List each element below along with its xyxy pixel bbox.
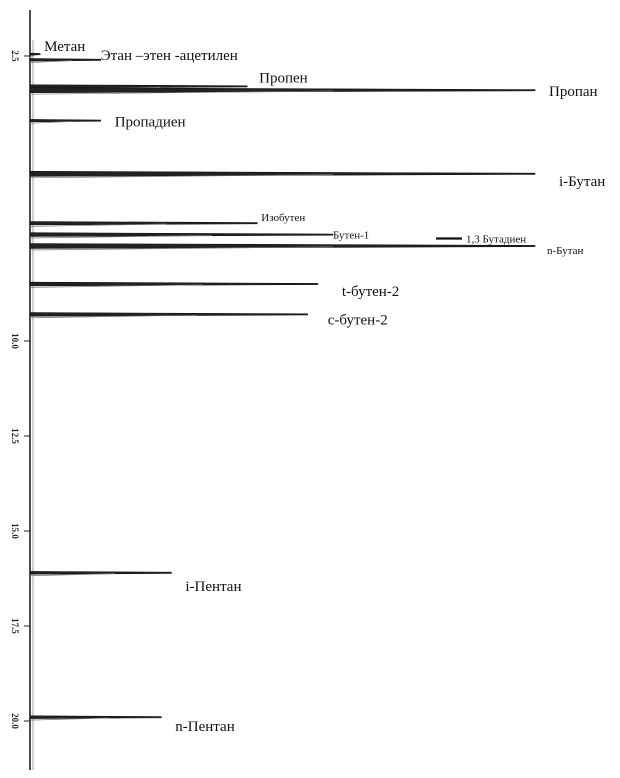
peak-n-бутан [29,243,536,249]
peak-n-пентан [29,715,162,719]
peak-label: Пропадиен [115,115,186,131]
peak-label: 1,3 Бутадиен [466,234,526,246]
peak-пропадиен [29,119,101,123]
peak-i-бутан-trace [29,174,334,179]
peak-label: i-Пентан [185,579,241,595]
peak-label: n-Бутан [547,245,584,257]
peak-бутен-1 [29,232,334,237]
peak-пропен [29,84,248,89]
peak-этан-этен-ацетилен [29,58,101,62]
peak-с-бутен-2-trace [29,314,197,319]
peak-label: Бутен-1 [333,230,369,242]
peak-с-бутен-2 [29,312,309,317]
peak-t-бутен-2-trace [29,284,203,288]
tick-label: 20.0 [10,713,20,729]
peak-label: Пропан [549,84,598,100]
peak-label: Изобутен [261,212,305,224]
peak-изобутен-trace [29,223,167,227]
peak-i-бутан [29,170,536,177]
tick-label: 2.5 [10,50,20,62]
peak-бутен-1-trace [29,235,212,239]
peak-метан-trace [29,54,37,57]
peak-изобутен [29,221,258,226]
peak-пропадиен-trace [29,121,73,124]
peak-label: Этан –этен -ацетилен [101,48,238,64]
tick-label: 15.0 [10,523,20,539]
tick-label: 10.0 [10,333,20,349]
peak-n-бутан-trace [29,246,334,251]
peak-label: t-бутен-2 [342,284,399,300]
peak-t-бутен-2 [29,281,319,287]
peak-label: с-бутен-2 [328,312,388,328]
tick-label: 17.5 [10,618,20,634]
peak-label: i-Бутан [559,174,605,190]
tick-label: 12.5 [10,428,20,444]
peak-label: Метан [44,39,85,55]
peak-пропан-trace [29,90,334,95]
peak-label: Пропен [259,70,308,86]
peak-n-пентан-trace [29,717,109,721]
peak-i-пентан [29,571,172,575]
peak-метан [29,52,41,56]
peak-i-пентан-trace [29,573,115,577]
peak-пропан [29,87,536,94]
peak-label: n-Пентан [175,719,234,735]
peak-этан-этен-ацетилен-trace [29,60,73,63]
